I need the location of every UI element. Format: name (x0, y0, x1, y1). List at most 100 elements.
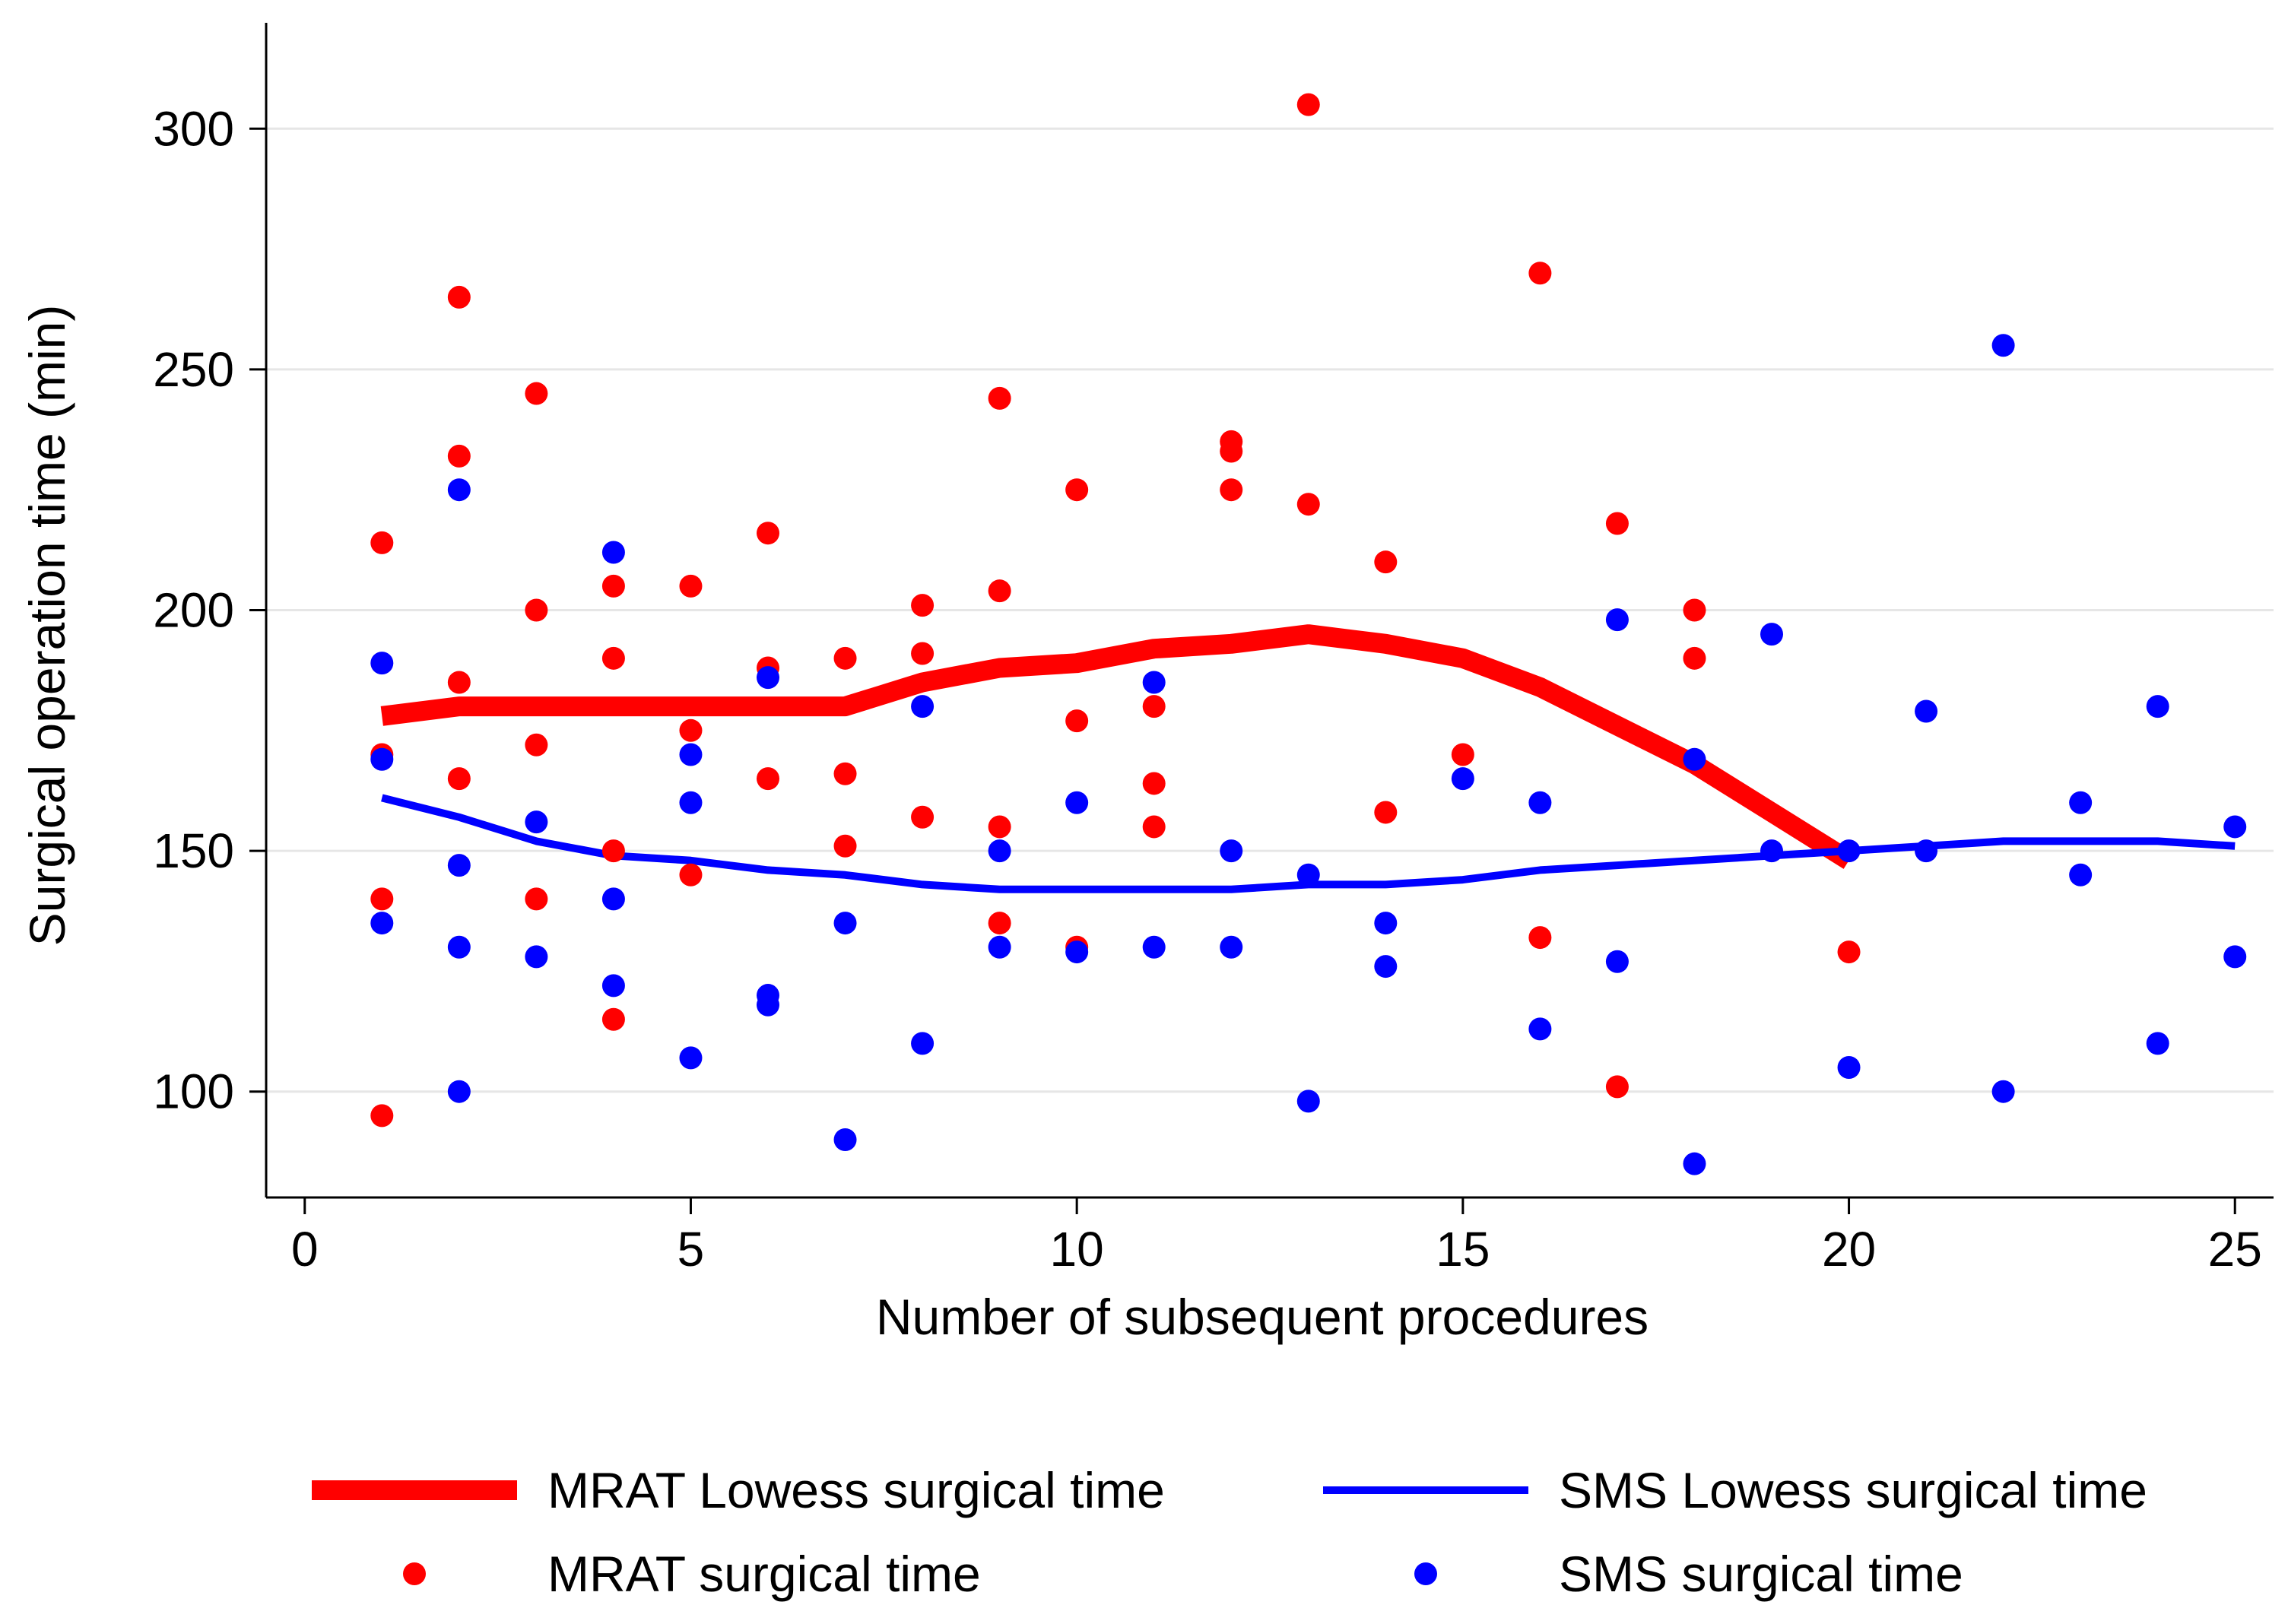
mrat-point-35 (1142, 695, 1166, 718)
mrat-point-8 (525, 382, 548, 405)
mrat-point-31 (988, 912, 1011, 935)
y-axis-title: Surgical operation time (min) (19, 305, 75, 947)
sms-point-44 (1837, 1056, 1861, 1080)
mrat-point-44 (1374, 801, 1398, 824)
sms-point-54 (2223, 945, 2247, 969)
mrat-point-41 (1296, 93, 1320, 116)
y-tick-label-100: 100 (153, 1064, 234, 1119)
sms-point-20 (911, 695, 935, 718)
sms-point-27 (1142, 935, 1166, 959)
sms-point-21 (911, 1032, 935, 1055)
legend-symbol-mrat-points (403, 1562, 426, 1585)
legend: MRAT Lowess surgical time SMS Lowess sur… (312, 1462, 2147, 1602)
sms-point-51 (2146, 695, 2169, 718)
axes: 100 150 200 250 300 0 5 10 15 20 25 (153, 23, 2274, 1277)
legend-label-mrat-lowess: MRAT Lowess surgical time (547, 1462, 1165, 1518)
mrat-point-15 (601, 1007, 625, 1031)
mrat-point-47 (1528, 926, 1552, 950)
sms-point-23 (988, 935, 1011, 959)
mrat-lowess-line (380, 624, 1855, 869)
sms-point-11 (601, 974, 625, 998)
sms-point-2 (370, 912, 394, 935)
sms-point-19 (833, 1128, 857, 1152)
mrat-point-27 (911, 805, 935, 829)
y-tick-label-150: 150 (153, 823, 234, 878)
mrat-point-2 (370, 887, 394, 911)
mrat-point-25 (911, 594, 935, 617)
mrat-point-50 (1683, 598, 1706, 622)
sms-point-18 (833, 912, 857, 935)
legend-label-sms-lowess: SMS Lowess surgical time (1559, 1462, 2147, 1518)
sms-point-53 (2223, 815, 2247, 839)
sms-point-49 (2069, 791, 2093, 814)
sms-point-28 (1220, 839, 1243, 863)
sms-point-52 (2146, 1032, 2169, 1055)
sms-point-33 (1374, 955, 1398, 979)
mrat-point-22 (833, 646, 857, 670)
mrat-point-48 (1605, 512, 1629, 535)
mrat-point-52 (1837, 940, 1861, 964)
mrat-point-43 (1374, 550, 1398, 574)
legend-symbol-sms-points (1414, 1562, 1437, 1585)
sms-point-17 (757, 993, 779, 1017)
sms-point-42 (1760, 839, 1783, 863)
x-tick-label-15: 15 (1436, 1222, 1490, 1277)
sms-point-5 (447, 935, 471, 959)
mrat-point-18 (679, 863, 703, 887)
mrat-point-33 (1065, 709, 1089, 733)
sms-point-37 (1605, 608, 1629, 632)
sms-point-9 (601, 541, 625, 564)
sms-point-50 (2069, 863, 2093, 887)
sms-point-10 (601, 887, 625, 911)
mrat-point-12 (601, 574, 625, 598)
mrat-point-51 (1683, 646, 1706, 670)
mrat-point-26 (911, 642, 935, 665)
sms-point-36 (1528, 1017, 1552, 1041)
sms-point-38 (1605, 950, 1629, 973)
mrat-point-46 (1528, 262, 1552, 285)
x-tick-label-25: 25 (2208, 1222, 2262, 1277)
y-tick-label-300: 300 (153, 101, 234, 156)
mrat-point-40 (1220, 478, 1243, 502)
sms-point-39 (1683, 747, 1706, 771)
sms-point-13 (679, 791, 703, 814)
mrat-point-9 (525, 598, 548, 622)
mrat-point-37 (1142, 815, 1166, 839)
mrat-point-0 (370, 531, 394, 554)
sms-point-4 (447, 854, 471, 877)
mrat-point-36 (1142, 772, 1166, 795)
sms-point-41 (1760, 623, 1783, 646)
mrat-point-23 (833, 762, 857, 785)
mrat-point-45 (1451, 743, 1474, 766)
sms-point-30 (1296, 863, 1320, 887)
sms-point-26 (1142, 671, 1166, 694)
mrat-point-5 (447, 444, 471, 468)
sms-point-48 (1991, 1080, 2015, 1103)
sms-point-14 (679, 1046, 703, 1070)
sms-point-8 (525, 945, 548, 969)
sms-point-3 (447, 478, 471, 502)
scatter-points (370, 93, 2247, 1175)
sms-point-6 (447, 1080, 471, 1103)
mrat-point-14 (601, 839, 625, 863)
sms-point-1 (370, 747, 394, 771)
sms-point-32 (1374, 912, 1398, 935)
mrat-point-24 (833, 834, 857, 858)
mrat-point-11 (525, 887, 548, 911)
mrat-point-3 (370, 1104, 394, 1128)
x-tick-label-10: 10 (1050, 1222, 1104, 1277)
mrat-point-6 (447, 671, 471, 694)
x-tick-label-0: 0 (291, 1222, 319, 1277)
sms-point-35 (1528, 791, 1552, 814)
sms-point-12 (679, 743, 703, 766)
mrat-point-7 (447, 767, 471, 791)
x-axis-title: Number of subsequent procedures (876, 1289, 1649, 1345)
mrat-point-29 (988, 579, 1011, 603)
sms-point-0 (370, 652, 394, 675)
y-tick-label-200: 200 (153, 583, 234, 638)
mrat-point-13 (601, 646, 625, 670)
mrat-point-28 (988, 386, 1011, 410)
mrat-point-10 (525, 733, 548, 756)
